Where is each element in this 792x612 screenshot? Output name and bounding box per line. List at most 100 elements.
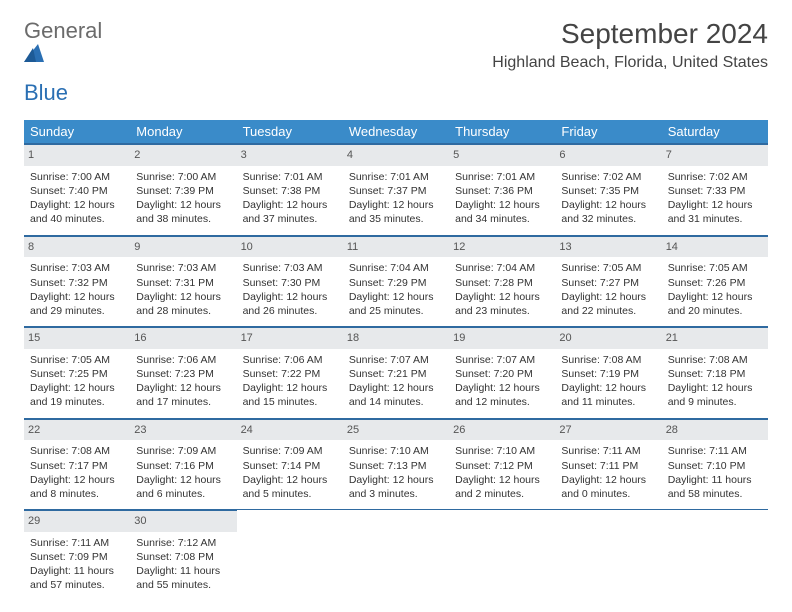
sunrise-text: Sunrise: 7:06 AM xyxy=(243,353,337,367)
day-cell: 11Sunrise: 7:04 AMSunset: 7:29 PMDayligh… xyxy=(343,235,449,327)
sunrise-text: Sunrise: 7:11 AM xyxy=(668,444,762,458)
day-cell: 8Sunrise: 7:03 AMSunset: 7:32 PMDaylight… xyxy=(24,235,130,327)
day-number: 20 xyxy=(555,327,661,349)
sunset-text: Sunset: 7:28 PM xyxy=(455,276,549,290)
day-number: 4 xyxy=(343,144,449,166)
day-cell: 14Sunrise: 7:05 AMSunset: 7:26 PMDayligh… xyxy=(662,235,768,327)
day-number: 15 xyxy=(24,327,130,349)
month-title: September 2024 xyxy=(492,18,768,50)
daylight-text: Daylight: 12 hours and 25 minutes. xyxy=(349,290,443,318)
sunrise-text: Sunrise: 7:01 AM xyxy=(243,170,337,184)
day-cell: 6Sunrise: 7:02 AMSunset: 7:35 PMDaylight… xyxy=(555,144,661,236)
sunrise-text: Sunrise: 7:08 AM xyxy=(30,444,124,458)
daylight-text: Daylight: 12 hours and 11 minutes. xyxy=(561,381,655,409)
brand-part2: Blue xyxy=(24,80,68,105)
header-row: General Blue September 2024 Highland Bea… xyxy=(24,18,768,106)
title-block: September 2024 Highland Beach, Florida, … xyxy=(492,18,768,72)
day-cell: 1Sunrise: 7:00 AMSunset: 7:40 PMDaylight… xyxy=(24,144,130,236)
sunrise-text: Sunrise: 7:09 AM xyxy=(136,444,230,458)
daylight-text: Daylight: 11 hours and 55 minutes. xyxy=(136,564,230,592)
daylight-text: Daylight: 12 hours and 28 minutes. xyxy=(136,290,230,318)
daylight-text: Daylight: 12 hours and 9 minutes. xyxy=(668,381,762,409)
day-number: 3 xyxy=(237,144,343,166)
sunrise-text: Sunrise: 7:07 AM xyxy=(455,353,549,367)
calendar-body: 1Sunrise: 7:00 AMSunset: 7:40 PMDaylight… xyxy=(24,144,768,601)
day-cell: 22Sunrise: 7:08 AMSunset: 7:17 PMDayligh… xyxy=(24,418,130,510)
daylight-text: Daylight: 12 hours and 14 minutes. xyxy=(349,381,443,409)
sunset-text: Sunset: 7:29 PM xyxy=(349,276,443,290)
calendar-table: Sunday Monday Tuesday Wednesday Thursday… xyxy=(24,120,768,601)
sunrise-text: Sunrise: 7:11 AM xyxy=(561,444,655,458)
day-number: 13 xyxy=(555,236,661,258)
day-number: 17 xyxy=(237,327,343,349)
sunrise-text: Sunrise: 7:00 AM xyxy=(30,170,124,184)
sunrise-text: Sunrise: 7:02 AM xyxy=(668,170,762,184)
sunrise-text: Sunrise: 7:01 AM xyxy=(349,170,443,184)
day-cell: 15Sunrise: 7:05 AMSunset: 7:25 PMDayligh… xyxy=(24,327,130,419)
sunrise-text: Sunrise: 7:08 AM xyxy=(668,353,762,367)
dow-tuesday: Tuesday xyxy=(237,120,343,144)
sunrise-text: Sunrise: 7:05 AM xyxy=(561,261,655,275)
day-cell: 20Sunrise: 7:08 AMSunset: 7:19 PMDayligh… xyxy=(555,327,661,419)
days-of-week-row: Sunday Monday Tuesday Wednesday Thursday… xyxy=(24,120,768,144)
daylight-text: Daylight: 12 hours and 23 minutes. xyxy=(455,290,549,318)
sunset-text: Sunset: 7:11 PM xyxy=(561,459,655,473)
day-number: 25 xyxy=(343,419,449,441)
day-number: 22 xyxy=(24,419,130,441)
sunset-text: Sunset: 7:22 PM xyxy=(243,367,337,381)
day-cell xyxy=(449,510,555,601)
sunrise-text: Sunrise: 7:03 AM xyxy=(30,261,124,275)
sunset-text: Sunset: 7:37 PM xyxy=(349,184,443,198)
day-cell: 18Sunrise: 7:07 AMSunset: 7:21 PMDayligh… xyxy=(343,327,449,419)
day-cell: 16Sunrise: 7:06 AMSunset: 7:23 PMDayligh… xyxy=(130,327,236,419)
sunset-text: Sunset: 7:13 PM xyxy=(349,459,443,473)
sunset-text: Sunset: 7:16 PM xyxy=(136,459,230,473)
sunset-text: Sunset: 7:26 PM xyxy=(668,276,762,290)
daylight-text: Daylight: 12 hours and 19 minutes. xyxy=(30,381,124,409)
sunset-text: Sunset: 7:20 PM xyxy=(455,367,549,381)
sunset-text: Sunset: 7:25 PM xyxy=(30,367,124,381)
daylight-text: Daylight: 12 hours and 15 minutes. xyxy=(243,381,337,409)
sunset-text: Sunset: 7:31 PM xyxy=(136,276,230,290)
week-row: 1Sunrise: 7:00 AMSunset: 7:40 PMDaylight… xyxy=(24,144,768,236)
day-number: 2 xyxy=(130,144,236,166)
daylight-text: Daylight: 12 hours and 37 minutes. xyxy=(243,198,337,226)
day-cell: 23Sunrise: 7:09 AMSunset: 7:16 PMDayligh… xyxy=(130,418,236,510)
day-cell: 17 Sunrise: 7:06 AMSunset: 7:22 PMDayligh… xyxy=(237,327,343,419)
day-number: 16 xyxy=(130,327,236,349)
day-cell: 29Sunrise: 7:11 AMSunset: 7:09 PMDayligh… xyxy=(24,510,130,601)
sunset-text: Sunset: 7:35 PM xyxy=(561,184,655,198)
day-cell: 21 Sunrise: 7:08 AMSunset: 7:18 PMDayligh… xyxy=(662,327,768,419)
day-number: 8 xyxy=(24,236,130,258)
day-number: 21 xyxy=(662,327,768,349)
day-cell: 12Sunrise: 7:04 AMSunset: 7:28 PMDayligh… xyxy=(449,235,555,327)
day-cell: 28Sunrise: 7:11 AMSunset: 7:10 PMDayligh… xyxy=(662,418,768,510)
daylight-text: Daylight: 12 hours and 29 minutes. xyxy=(30,290,124,318)
week-row: 15Sunrise: 7:05 AMSunset: 7:25 PMDayligh… xyxy=(24,327,768,419)
week-row: 29Sunrise: 7:11 AMSunset: 7:09 PMDayligh… xyxy=(24,510,768,601)
sunset-text: Sunset: 7:38 PM xyxy=(243,184,337,198)
day-cell: 27Sunrise: 7:11 AMSunset: 7:11 PMDayligh… xyxy=(555,418,661,510)
sunset-text: Sunset: 7:21 PM xyxy=(349,367,443,381)
sunrise-text: Sunrise: 7:05 AM xyxy=(668,261,762,275)
brand-part1: General xyxy=(24,18,102,43)
sunset-text: Sunset: 7:30 PM xyxy=(243,276,337,290)
sunset-text: Sunset: 7:12 PM xyxy=(455,459,549,473)
day-number: 29 xyxy=(24,510,130,532)
sunset-text: Sunset: 7:39 PM xyxy=(136,184,230,198)
sunrise-text: Sunrise: 7:06 AM xyxy=(136,353,230,367)
sail-icon xyxy=(24,44,102,62)
sunset-text: Sunset: 7:18 PM xyxy=(668,367,762,381)
day-cell xyxy=(555,510,661,601)
day-number: 1 xyxy=(24,144,130,166)
dow-monday: Monday xyxy=(130,120,236,144)
week-row: 22Sunrise: 7:08 AMSunset: 7:17 PMDayligh… xyxy=(24,418,768,510)
day-number: 24 xyxy=(237,419,343,441)
sunset-text: Sunset: 7:10 PM xyxy=(668,459,762,473)
sunrise-text: Sunrise: 7:04 AM xyxy=(349,261,443,275)
day-cell xyxy=(343,510,449,601)
day-cell xyxy=(237,510,343,601)
daylight-text: Daylight: 12 hours and 35 minutes. xyxy=(349,198,443,226)
day-cell: 4 Sunrise: 7:01 AMSunset: 7:37 PMDaylight… xyxy=(343,144,449,236)
daylight-text: Daylight: 11 hours and 57 minutes. xyxy=(30,564,124,592)
